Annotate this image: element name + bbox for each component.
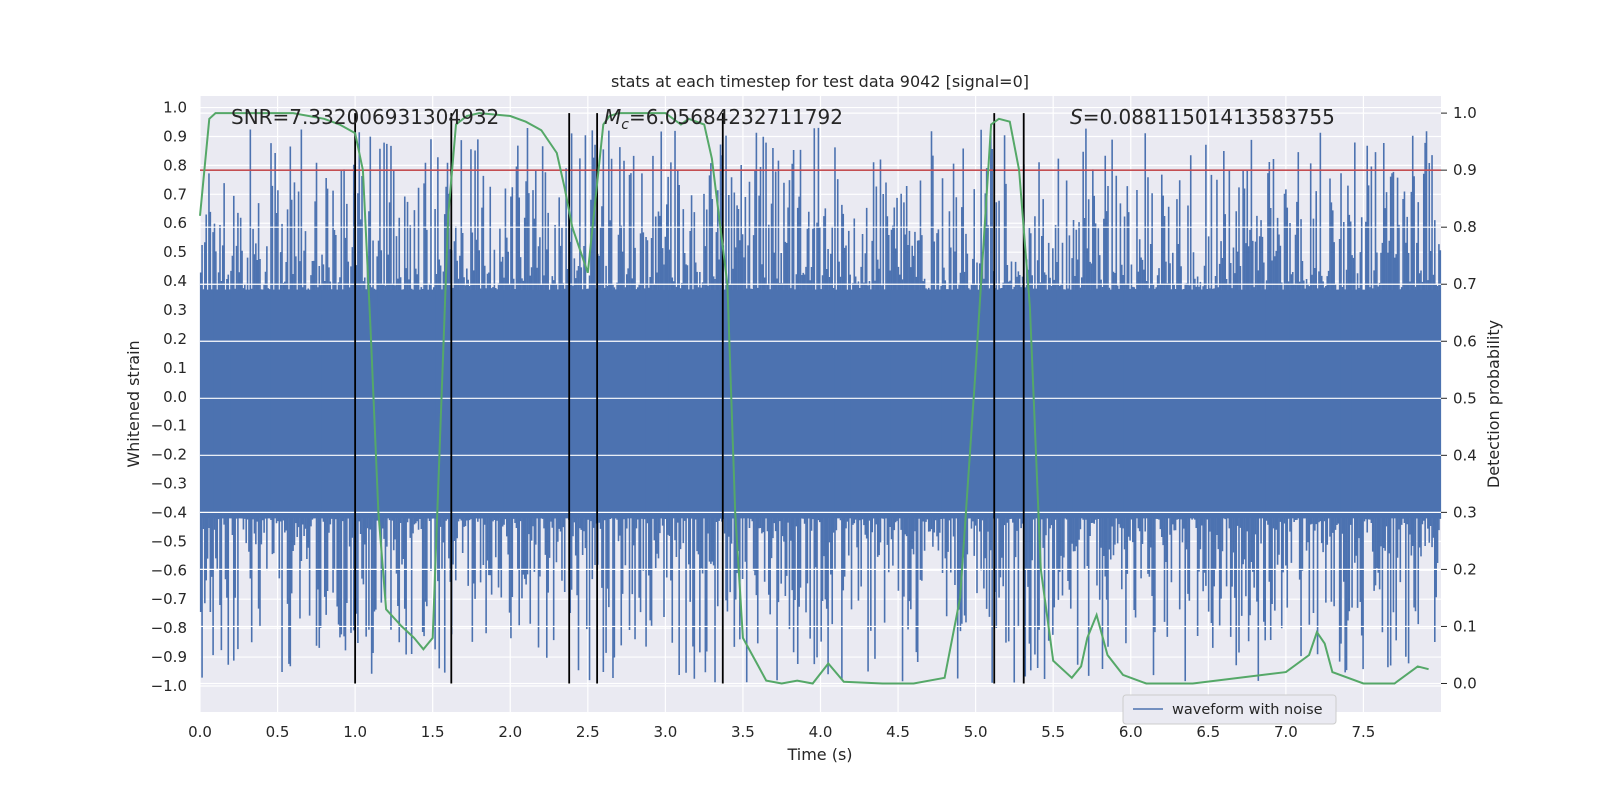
y-left-tick-label: −0.5 <box>151 532 187 550</box>
legend-box <box>1122 694 1337 725</box>
y-left-axis-label: Whitened strain <box>124 340 143 467</box>
y-right-tick-label: 0.7 <box>1453 275 1477 293</box>
y-right-tick-label: 1.0 <box>1453 104 1477 122</box>
y-left-tick-label: −0.1 <box>151 417 187 435</box>
y-right-axis-label: Detection probability <box>1484 320 1503 488</box>
x-tick-label: 5.5 <box>1041 723 1065 741</box>
x-tick-label: 0.5 <box>266 723 290 741</box>
y-right-tick-label: 0.9 <box>1453 161 1477 179</box>
y-right-tick-label: 0.4 <box>1453 446 1477 464</box>
y-left-tick-label: 0.5 <box>163 243 187 261</box>
x-tick-label: 6.0 <box>1119 723 1143 741</box>
snr-annotation: SNR=7.332006931304932 <box>231 105 499 129</box>
y-left-axis-ticks: 1.0 0.9 0.8 0.7 0.6 0.5 0.4 0.3 0.2 0.1 0.0 −0.1 −0.… <box>151 99 187 695</box>
y-left-tick-label: −0.6 <box>151 561 187 579</box>
overlay-lines <box>200 112 1441 685</box>
y-left-tick-label: 0.9 <box>163 127 187 145</box>
y-right-tick-label: 0.0 <box>1453 674 1477 692</box>
y-right-tick-label: 0.1 <box>1453 617 1477 635</box>
y-left-tick-label: 0.3 <box>163 301 187 319</box>
legend-label: waveform with noise <box>1172 702 1323 718</box>
x-tick-label: 3.0 <box>653 723 677 741</box>
mc-subscript: c <box>621 117 629 133</box>
x-tick-label: 7.0 <box>1274 723 1298 741</box>
x-tick-label: 2.0 <box>498 723 522 741</box>
y-right-tick-label: 0.2 <box>1453 560 1477 578</box>
y-left-tick-label: −0.9 <box>151 648 187 666</box>
x-tick-label: 1.5 <box>421 723 445 741</box>
chart-title: stats at each timestep for test data 904… <box>611 72 1029 91</box>
y-left-tick-label: 0.1 <box>163 359 187 377</box>
x-axis-ticks: 0.0 0.5 1.0 1.5 2.0 2.5 3.0 3.5 4.0 4.5 5.0 5.5 6.0 6… <box>188 723 1375 741</box>
x-tick-label: 4.5 <box>886 723 910 741</box>
y-left-tick-label: −0.8 <box>151 619 187 637</box>
mc-value: =6.05684232711792 <box>629 105 843 129</box>
y-left-tick-label: −0.2 <box>151 446 187 464</box>
s-value: =0.08811501413583755 <box>1083 105 1335 129</box>
y-right-tick-label: 0.5 <box>1453 389 1477 407</box>
y-left-tick-label: 0.4 <box>163 272 187 290</box>
y-left-tick-label: −1.0 <box>151 677 187 695</box>
y-right-axis-ticks: 1.0 0.9 0.8 0.7 0.6 0.5 0.4 0.3 0.2 0.1 0.0 <box>1441 104 1477 692</box>
x-tick-label: 2.5 <box>576 723 600 741</box>
y-right-tick-label: 0.6 <box>1453 332 1477 350</box>
x-tick-label: 1.0 <box>343 723 367 741</box>
probability-series <box>199 112 1429 685</box>
y-left-tick-label: −0.7 <box>151 590 187 608</box>
x-tick-label: 3.5 <box>731 723 755 741</box>
legend: waveform with noise <box>1122 694 1337 725</box>
y-left-tick-label: 1.0 <box>163 99 187 117</box>
x-axis-label: Time (s) <box>786 745 852 764</box>
y-left-tick-label: 0.2 <box>163 330 187 348</box>
y-left-tick-label: 0.7 <box>163 185 187 203</box>
y-left-tick-label: −0.3 <box>151 475 187 493</box>
x-tick-label: 4.0 <box>809 723 833 741</box>
mc-symbol: M <box>604 105 621 129</box>
y-left-tick-label: 0.8 <box>163 156 187 174</box>
mc-annotation: Mc=6.05684232711792 <box>604 105 843 133</box>
s-symbol: S <box>1070 105 1083 129</box>
y-right-tick-label: 0.3 <box>1453 503 1477 521</box>
y-right-tick-label: 0.8 <box>1453 218 1477 236</box>
y-left-tick-label: 0.6 <box>163 214 187 232</box>
x-tick-label: 6.5 <box>1196 723 1220 741</box>
x-tick-label: 5.0 <box>964 723 988 741</box>
probability-line <box>199 112 1429 685</box>
x-tick-label: 0.0 <box>188 723 212 741</box>
x-tick-label: 7.5 <box>1352 723 1376 741</box>
s-annotation: S=0.08811501413583755 <box>1070 105 1335 129</box>
y-left-tick-label: 0.0 <box>163 388 187 406</box>
y-left-tick-label: −0.4 <box>151 503 187 521</box>
